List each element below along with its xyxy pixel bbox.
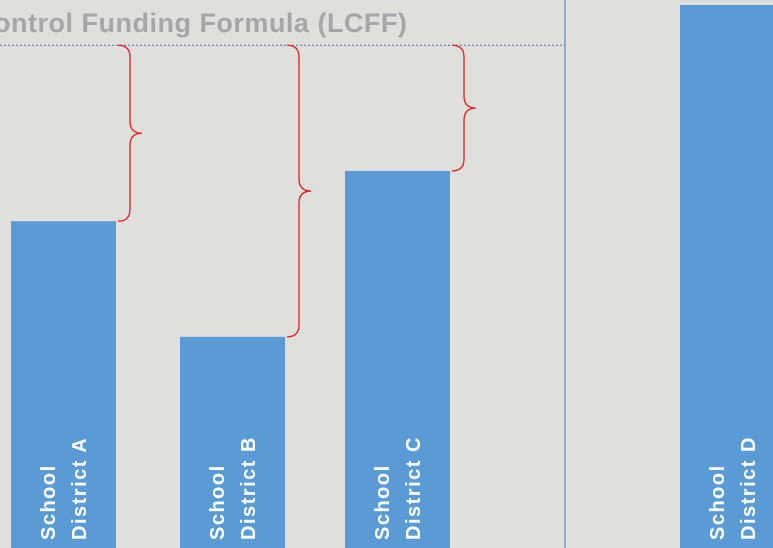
bar [345, 170, 450, 548]
category-label-line: School [707, 464, 729, 540]
category-label-line: School [372, 464, 394, 540]
category-label: School District D [707, 436, 760, 540]
bar [680, 5, 773, 548]
category-label: School District B [207, 436, 260, 540]
bar [180, 336, 285, 548]
gap-brace [451, 44, 477, 172]
category-label-line: School [207, 464, 229, 540]
gap-brace [117, 44, 143, 222]
category-label-line: District A [69, 437, 91, 540]
gap-brace [286, 44, 312, 338]
category-label-line: School [38, 464, 60, 540]
bar [11, 221, 116, 548]
category-label: School District C [372, 436, 425, 540]
category-label-line: District C [403, 436, 425, 540]
chart-title: ontrol Funding Formula (LCFF) [0, 8, 407, 38]
category-label-line: District D [738, 436, 760, 540]
category-label: School District A [38, 437, 91, 540]
category-label-line: District B [238, 436, 260, 540]
